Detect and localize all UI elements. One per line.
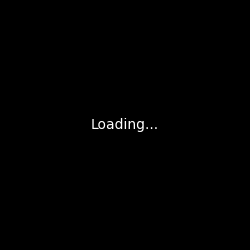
Text: Loading...: Loading...: [91, 118, 159, 132]
